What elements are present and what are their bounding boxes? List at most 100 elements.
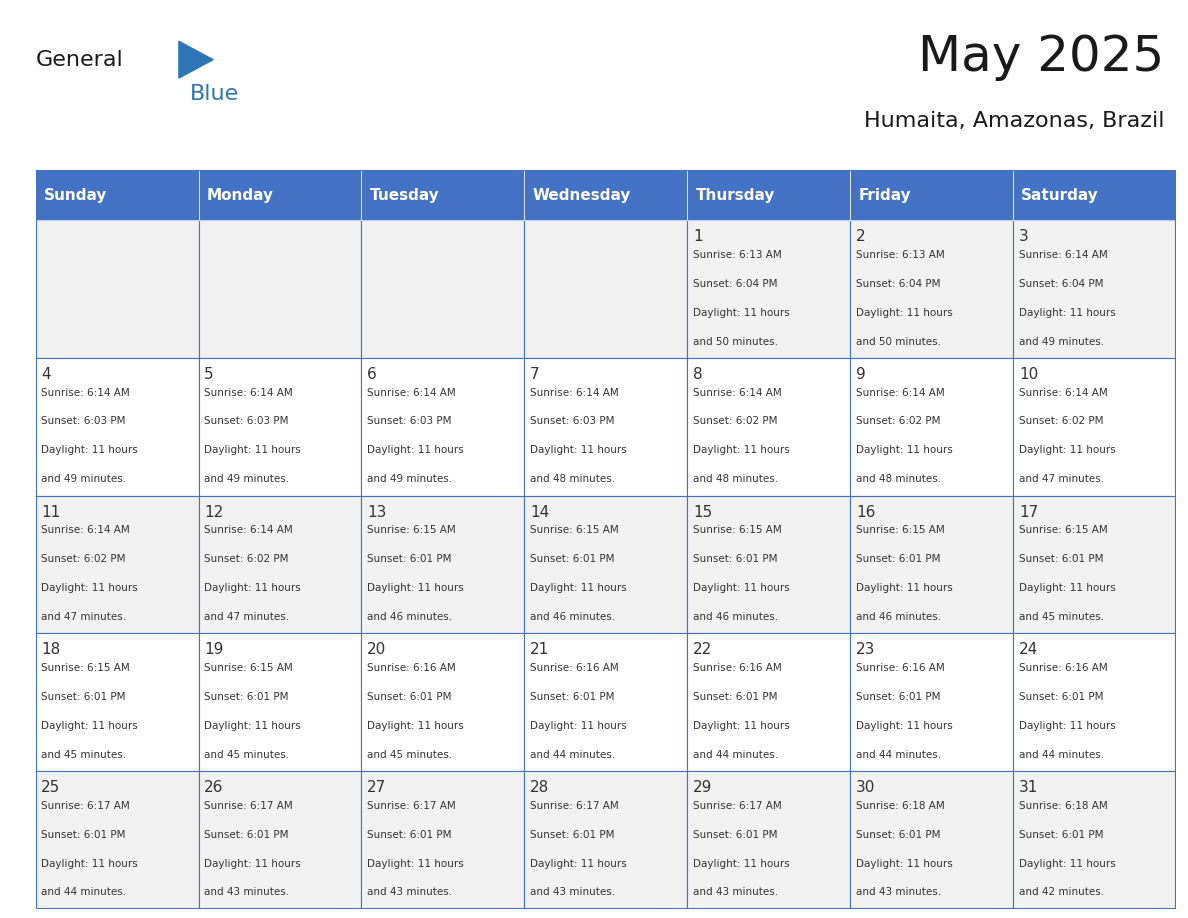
Text: and 48 minutes.: and 48 minutes. xyxy=(693,475,778,485)
Text: 14: 14 xyxy=(530,505,549,520)
Text: Sunrise: 6:14 AM: Sunrise: 6:14 AM xyxy=(204,525,293,535)
Text: and 49 minutes.: and 49 minutes. xyxy=(204,475,290,485)
Bar xyxy=(851,220,1013,358)
Text: Daylight: 11 hours: Daylight: 11 hours xyxy=(857,308,953,318)
Bar xyxy=(851,496,1013,633)
Bar xyxy=(688,170,851,220)
Text: and 43 minutes.: and 43 minutes. xyxy=(693,888,778,898)
Text: Sunset: 6:02 PM: Sunset: 6:02 PM xyxy=(204,554,289,565)
Text: Sunrise: 6:14 AM: Sunrise: 6:14 AM xyxy=(42,525,131,535)
Text: Monday: Monday xyxy=(207,187,273,203)
Text: 24: 24 xyxy=(1019,643,1038,657)
Text: Sunset: 6:01 PM: Sunset: 6:01 PM xyxy=(693,554,777,565)
Text: Sunrise: 6:15 AM: Sunrise: 6:15 AM xyxy=(42,663,131,673)
Bar xyxy=(36,358,198,496)
Text: 31: 31 xyxy=(1019,780,1038,795)
Text: Sunset: 6:02 PM: Sunset: 6:02 PM xyxy=(857,417,941,427)
Text: and 45 minutes.: and 45 minutes. xyxy=(42,750,126,760)
Text: Sunset: 6:01 PM: Sunset: 6:01 PM xyxy=(367,830,451,840)
Text: Sunset: 6:01 PM: Sunset: 6:01 PM xyxy=(693,692,777,702)
Text: Sunset: 6:02 PM: Sunset: 6:02 PM xyxy=(42,554,126,565)
Text: 22: 22 xyxy=(693,643,713,657)
Text: Daylight: 11 hours: Daylight: 11 hours xyxy=(204,721,301,731)
Text: Sunset: 6:02 PM: Sunset: 6:02 PM xyxy=(1019,417,1104,427)
Text: Sunset: 6:01 PM: Sunset: 6:01 PM xyxy=(1019,830,1104,840)
Bar xyxy=(1013,358,1176,496)
Bar xyxy=(198,771,361,909)
Text: 7: 7 xyxy=(530,367,539,382)
Bar xyxy=(1013,220,1176,358)
Text: and 44 minutes.: and 44 minutes. xyxy=(42,888,126,898)
Text: Daylight: 11 hours: Daylight: 11 hours xyxy=(1019,583,1116,593)
Text: Sunset: 6:03 PM: Sunset: 6:03 PM xyxy=(530,417,614,427)
Text: Sunrise: 6:16 AM: Sunrise: 6:16 AM xyxy=(693,663,782,673)
Text: 23: 23 xyxy=(857,643,876,657)
Text: Sunrise: 6:17 AM: Sunrise: 6:17 AM xyxy=(42,800,131,811)
Text: Sunset: 6:03 PM: Sunset: 6:03 PM xyxy=(42,417,126,427)
Text: Daylight: 11 hours: Daylight: 11 hours xyxy=(857,721,953,731)
Bar xyxy=(36,170,198,220)
Text: Sunrise: 6:13 AM: Sunrise: 6:13 AM xyxy=(693,250,782,260)
Bar xyxy=(361,771,524,909)
Polygon shape xyxy=(179,41,213,78)
Bar xyxy=(361,633,524,771)
Text: and 47 minutes.: and 47 minutes. xyxy=(204,612,290,622)
Text: and 50 minutes.: and 50 minutes. xyxy=(857,337,941,347)
Text: Daylight: 11 hours: Daylight: 11 hours xyxy=(1019,445,1116,455)
Text: and 44 minutes.: and 44 minutes. xyxy=(1019,750,1104,760)
Text: 17: 17 xyxy=(1019,505,1038,520)
Text: Blue: Blue xyxy=(190,84,239,104)
Text: Daylight: 11 hours: Daylight: 11 hours xyxy=(42,721,138,731)
Text: 3: 3 xyxy=(1019,230,1029,244)
Text: 19: 19 xyxy=(204,643,223,657)
Text: Sunset: 6:01 PM: Sunset: 6:01 PM xyxy=(367,554,451,565)
Text: 12: 12 xyxy=(204,505,223,520)
Text: Daylight: 11 hours: Daylight: 11 hours xyxy=(530,583,627,593)
Text: 9: 9 xyxy=(857,367,866,382)
Bar xyxy=(36,633,198,771)
Bar xyxy=(688,633,851,771)
Text: and 48 minutes.: and 48 minutes. xyxy=(857,475,941,485)
Text: and 47 minutes.: and 47 minutes. xyxy=(1019,475,1104,485)
Text: Daylight: 11 hours: Daylight: 11 hours xyxy=(857,858,953,868)
Bar xyxy=(851,358,1013,496)
Text: and 43 minutes.: and 43 minutes. xyxy=(367,888,453,898)
Text: 18: 18 xyxy=(42,643,61,657)
Text: 8: 8 xyxy=(693,367,702,382)
Text: Daylight: 11 hours: Daylight: 11 hours xyxy=(42,445,138,455)
Text: Daylight: 11 hours: Daylight: 11 hours xyxy=(1019,858,1116,868)
Text: Sunrise: 6:18 AM: Sunrise: 6:18 AM xyxy=(1019,800,1107,811)
Text: and 43 minutes.: and 43 minutes. xyxy=(857,888,941,898)
Text: 5: 5 xyxy=(204,367,214,382)
Text: and 44 minutes.: and 44 minutes. xyxy=(530,750,615,760)
Text: Humaita, Amazonas, Brazil: Humaita, Amazonas, Brazil xyxy=(864,111,1164,130)
Bar xyxy=(361,220,524,358)
Text: Sunrise: 6:16 AM: Sunrise: 6:16 AM xyxy=(530,663,619,673)
Text: Sunrise: 6:13 AM: Sunrise: 6:13 AM xyxy=(857,250,944,260)
Bar xyxy=(198,170,361,220)
Bar xyxy=(851,170,1013,220)
Text: Sunset: 6:01 PM: Sunset: 6:01 PM xyxy=(367,692,451,702)
Text: Daylight: 11 hours: Daylight: 11 hours xyxy=(1019,721,1116,731)
Text: Daylight: 11 hours: Daylight: 11 hours xyxy=(42,858,138,868)
Bar xyxy=(524,170,688,220)
Text: 28: 28 xyxy=(530,780,549,795)
Bar xyxy=(198,220,361,358)
Text: Sunrise: 6:17 AM: Sunrise: 6:17 AM xyxy=(367,800,456,811)
Text: 11: 11 xyxy=(42,505,61,520)
Text: and 42 minutes.: and 42 minutes. xyxy=(1019,888,1104,898)
Text: Daylight: 11 hours: Daylight: 11 hours xyxy=(367,858,465,868)
Text: Sunrise: 6:15 AM: Sunrise: 6:15 AM xyxy=(693,525,782,535)
Text: and 46 minutes.: and 46 minutes. xyxy=(857,612,941,622)
Bar xyxy=(851,771,1013,909)
Text: Sunrise: 6:16 AM: Sunrise: 6:16 AM xyxy=(1019,663,1107,673)
Text: Sunset: 6:01 PM: Sunset: 6:01 PM xyxy=(857,830,941,840)
Text: and 46 minutes.: and 46 minutes. xyxy=(367,612,453,622)
Text: and 45 minutes.: and 45 minutes. xyxy=(204,750,290,760)
Text: Sunset: 6:01 PM: Sunset: 6:01 PM xyxy=(530,692,614,702)
Text: Sunrise: 6:16 AM: Sunrise: 6:16 AM xyxy=(857,663,944,673)
Text: Daylight: 11 hours: Daylight: 11 hours xyxy=(693,858,790,868)
Text: 4: 4 xyxy=(42,367,51,382)
Text: and 45 minutes.: and 45 minutes. xyxy=(367,750,453,760)
Text: and 49 minutes.: and 49 minutes. xyxy=(42,475,126,485)
